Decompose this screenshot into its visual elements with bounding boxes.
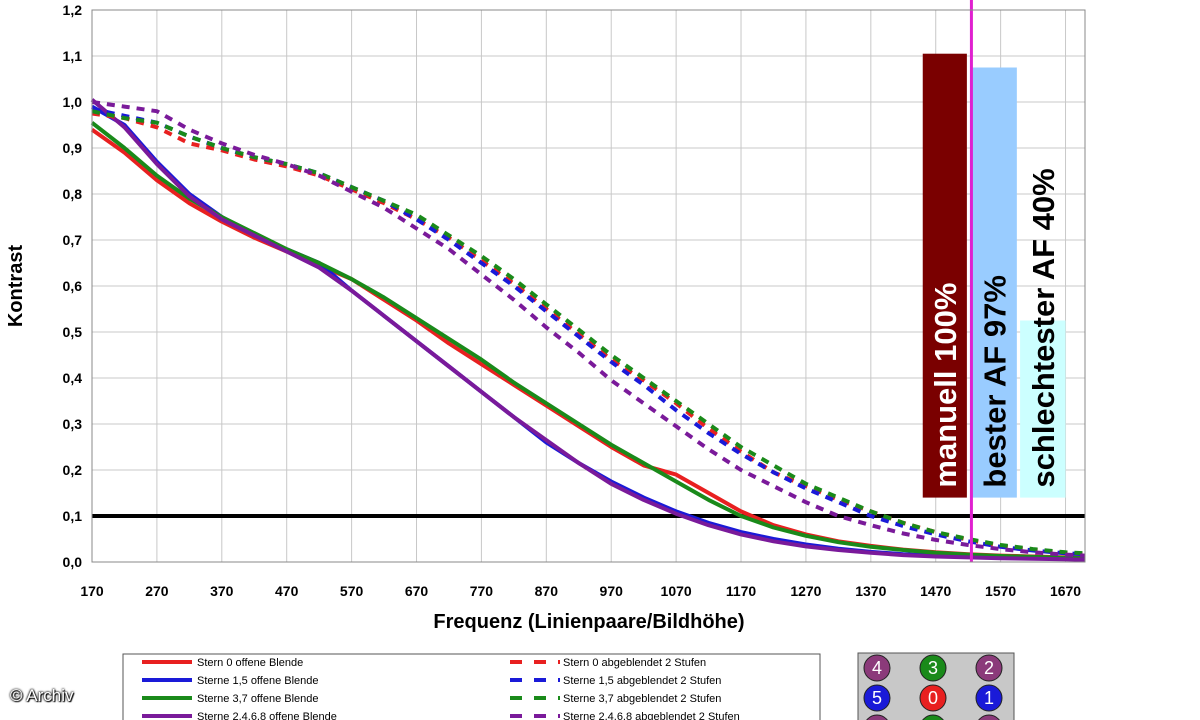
- star-marker-label: 5: [872, 688, 882, 708]
- legend-label: Stern 0 abgeblendet 2 Stufen: [563, 657, 706, 669]
- series-line: [90, 121, 1086, 561]
- star-marker: [919, 684, 947, 712]
- star-marker-label: 0: [928, 688, 938, 708]
- credit-text: © Archiv: [10, 686, 74, 705]
- y-tick-label: 0,2: [63, 462, 83, 478]
- legend: Stern 0 offene Blende Sterne 1,5 offene B…: [122, 653, 821, 720]
- y-tick-label: 1,1: [63, 48, 83, 64]
- x-tick-label: 1070: [661, 583, 692, 599]
- star-marker: [863, 684, 891, 712]
- x-tick-label: 370: [210, 583, 234, 599]
- legend-label: Sterne 2,4,6,8 offene Blende: [197, 711, 337, 720]
- y-tick-label: 0,0: [63, 554, 83, 570]
- y-axis-label: Kontrast: [5, 245, 27, 328]
- y-tick-label: 0,9: [63, 140, 83, 156]
- rating-bar-label: bester AF 97%: [977, 275, 1012, 488]
- x-tick-labels: 170 270 370 470 570 670 770 870 970 1070 1170 1270 1…: [80, 583, 1081, 599]
- star-marker-label: 3: [928, 658, 938, 678]
- series-line: [91, 100, 1086, 558]
- y-tick-label: 1,2: [63, 2, 83, 18]
- legend-label: Sterne 1,5 offene Blende: [197, 675, 319, 687]
- x-tick-label: 1370: [855, 583, 886, 599]
- legend-label: Sterne 1,5 abgeblendet 2 Stufen: [563, 675, 721, 687]
- rating-bar-label: schlechtester AF 40%: [1026, 168, 1061, 487]
- series-lines: [90, 0, 1086, 562]
- star-marker: [975, 684, 1003, 712]
- x-tick-label: 470: [275, 583, 299, 599]
- series-line: [91, 106, 1086, 557]
- series-line: [91, 109, 1086, 556]
- y-tick-labels: 0,0 0,1 0,2 0,3 0,4 0,5 0,6 0,7 0,8 0,9 1,0 1,1 1,2: [63, 2, 83, 570]
- x-tick-label: 1570: [985, 583, 1016, 599]
- star-marker-label: 1: [984, 688, 994, 708]
- x-tick-label: 570: [340, 583, 364, 599]
- x-tick-label: 870: [535, 583, 559, 599]
- star-marker: [919, 654, 947, 682]
- star-marker: [866, 714, 888, 720]
- star-marker-label: 2: [984, 658, 994, 678]
- legend-box: [122, 653, 821, 720]
- y-tick-label: 0,6: [63, 278, 83, 294]
- x-tick-label: 970: [600, 583, 624, 599]
- x-tick-label: 1170: [726, 583, 757, 599]
- x-tick-label: 1270: [790, 583, 821, 599]
- legend-label: Sterne 3,7 abgeblendet 2 Stufen: [563, 693, 721, 705]
- legend-label: Stern 0 offene Blende: [197, 657, 303, 669]
- y-tick-label: 0,7: [63, 232, 83, 248]
- y-tick-label: 1,0: [63, 94, 83, 110]
- rating-bars: manuell 100% bester AF 97% schlechtester A…: [922, 53, 1066, 498]
- rating-bar-label: manuell 100%: [928, 283, 963, 488]
- star-marker: [975, 654, 1003, 682]
- x-tick-label: 1670: [1050, 583, 1081, 599]
- legend-label: Sterne 2,4,6,8 abgeblendet 2 Stufen: [563, 711, 740, 720]
- y-tick-label: 0,8: [63, 186, 83, 202]
- rating-bar: [972, 67, 1017, 498]
- y-tick-label: 0,5: [63, 324, 83, 340]
- rating-bar: [922, 53, 967, 498]
- star-marker-label: 4: [872, 658, 882, 678]
- x-axis-label: Frequenz (Linienpaare/Bildhöhe): [433, 611, 744, 633]
- x-tick-label: 270: [145, 583, 169, 599]
- rating-bar: [1020, 320, 1066, 498]
- x-tick-label: 1470: [920, 583, 951, 599]
- x-tick-label: 770: [470, 583, 494, 599]
- plot-frame: [91, 9, 1086, 563]
- star-marker: [978, 714, 1000, 720]
- star-grid: 4 3 2 5 0 1: [857, 652, 1015, 720]
- y-tick-label: 0,4: [63, 370, 83, 386]
- legend-label: Sterne 3,7 offene Blende: [197, 693, 319, 705]
- x-tick-label: 170: [80, 583, 104, 599]
- series-line: [90, 98, 1086, 562]
- x-tick-label: 670: [405, 583, 429, 599]
- y-tick-label: 0,3: [63, 416, 83, 432]
- star-marker: [922, 714, 944, 720]
- y-tick-label: 0,1: [63, 508, 83, 524]
- star-marker: [863, 654, 891, 682]
